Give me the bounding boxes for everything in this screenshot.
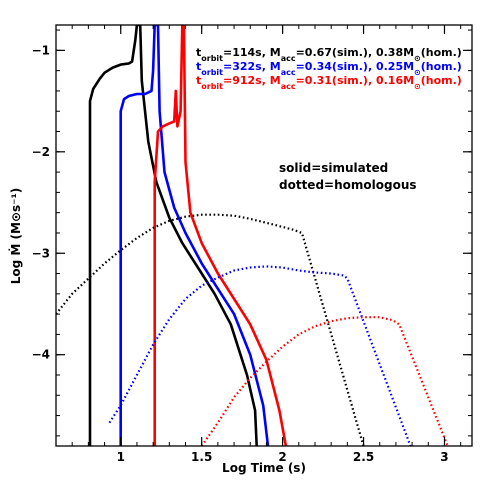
homologous-series-line-3 [56, 213, 365, 446]
x-axis-title: Log Time (s) [222, 461, 306, 475]
legend-entry-1: torbit=322s, Macc=0.34(sim.), 0.25M⊙(hom… [196, 60, 462, 77]
y-tick-label: −4 [32, 348, 50, 362]
simulated-series-line-1 [119, 25, 270, 446]
y-tick-label: −2 [32, 145, 50, 159]
legend-entry-2: torbit=912s, Macc=0.31(sim.), 0.16M⊙(hom… [196, 74, 462, 91]
homologous-series-line-4 [108, 265, 412, 446]
x-tick-label: 1.5 [191, 450, 212, 464]
annotation-line-1: solid=simulated [279, 161, 388, 175]
x-tick-label: 3 [440, 450, 448, 464]
x-tick-label: 1 [117, 450, 125, 464]
series-layer [56, 25, 449, 446]
legend: torbit=114s, Macc=0.67(sim.), 0.38M⊙(hom… [196, 46, 462, 91]
plot-frame [55, 24, 473, 447]
y-tick-label: −3 [32, 246, 50, 260]
simulated-series-line-2 [153, 25, 288, 446]
x-tick-label: 2 [278, 450, 286, 464]
y-tick-label: −1 [32, 43, 50, 57]
simulated-series-line-0 [88, 25, 258, 446]
ticks-layer: 1 1.5 2 2.5 3 −1 −2 −3 −4 [32, 25, 472, 464]
x-tick-label: 2.5 [353, 450, 374, 464]
homologous-series-line-5 [200, 316, 449, 446]
y-axis-title: Log Ṁ (M⊙s⁻¹) [8, 188, 23, 284]
legend-entry-0: torbit=114s, Macc=0.67(sim.), 0.38M⊙(hom… [196, 46, 462, 63]
annotation-line-2: dotted=homologous [279, 178, 417, 192]
